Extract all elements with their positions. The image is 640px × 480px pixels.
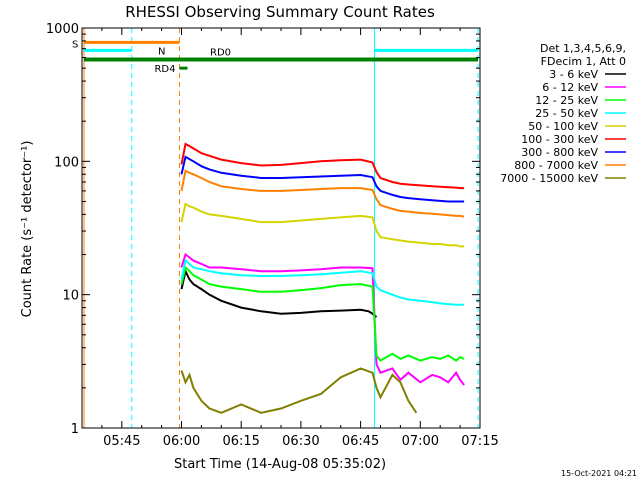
annotation-layer: S N RD0 RD4 bbox=[72, 28, 479, 428]
series-line-6 bbox=[180, 142, 465, 190]
series-line-2 bbox=[180, 252, 465, 386]
x-tick-label-2: 06:00 bbox=[163, 434, 200, 449]
legend-label-4: 25 - 50 keV bbox=[535, 107, 598, 120]
series-line-7 bbox=[180, 155, 465, 203]
series-line-9 bbox=[180, 367, 418, 414]
y-tick-label-2: 10 bbox=[62, 289, 79, 304]
x-tick-label-4: 06:30 bbox=[282, 434, 319, 449]
legend-label-3: 12 - 25 keV bbox=[535, 94, 598, 107]
rd4-label: RD4 bbox=[154, 64, 175, 75]
legend-header-1: Det 1,3,4,5,6,9, bbox=[540, 42, 626, 55]
chart-title: RHESSI Observing Summary Count Rates bbox=[125, 3, 435, 21]
y-tick-label-3: 100 bbox=[54, 155, 79, 170]
legend-label-6: 100 - 300 keV bbox=[521, 133, 598, 146]
series-line-5 bbox=[180, 202, 465, 248]
legend-label-8: 800 - 7000 keV bbox=[514, 159, 598, 172]
legend-label-1: 3 - 6 keV bbox=[549, 68, 598, 81]
y-tick-label-1: 1 bbox=[71, 422, 79, 437]
legend-label-2: 6 - 12 keV bbox=[542, 81, 598, 94]
x-tick-label-3: 06:15 bbox=[222, 434, 259, 449]
legend-label-5: 50 - 100 keV bbox=[528, 120, 598, 133]
x-tick-label-7: 07:15 bbox=[461, 434, 498, 449]
legend-header-2: FDecim 1, Att 0 bbox=[541, 55, 626, 68]
series-line-8 bbox=[180, 169, 465, 218]
axis-layer: 05:45 06:00 06:15 06:30 06:45 07:00 07:15 1 10 10… bbox=[46, 22, 499, 449]
y-axis-label: Count Rate (s⁻¹ detector⁻¹) bbox=[20, 141, 35, 318]
legend: Det 1,3,4,5,6,9,FDecim 1, Att 03 - 6 keV… bbox=[500, 42, 626, 185]
y-tick-label-4: 1000 bbox=[46, 22, 79, 37]
x-axis-label: Start Time (14-Aug-08 05:35:02) bbox=[174, 457, 386, 472]
legend-label-9: 7000 - 15000 keV bbox=[500, 172, 598, 185]
series-line-4 bbox=[180, 258, 465, 306]
night-label: N bbox=[158, 46, 165, 57]
series-layer bbox=[180, 142, 465, 414]
x-tick-label-6: 07:00 bbox=[402, 434, 439, 449]
series-line-1 bbox=[180, 268, 378, 318]
footer-date: 15-Oct-2021 04:21 bbox=[561, 469, 637, 478]
rd0-label: RD0 bbox=[210, 48, 231, 59]
series-line-3 bbox=[180, 265, 465, 362]
x-tick-label-5: 06:45 bbox=[342, 434, 379, 449]
x-tick-label-1: 05:45 bbox=[103, 434, 140, 449]
shutter-label: S bbox=[72, 39, 78, 50]
legend-label-7: 300 - 800 keV bbox=[521, 146, 598, 159]
